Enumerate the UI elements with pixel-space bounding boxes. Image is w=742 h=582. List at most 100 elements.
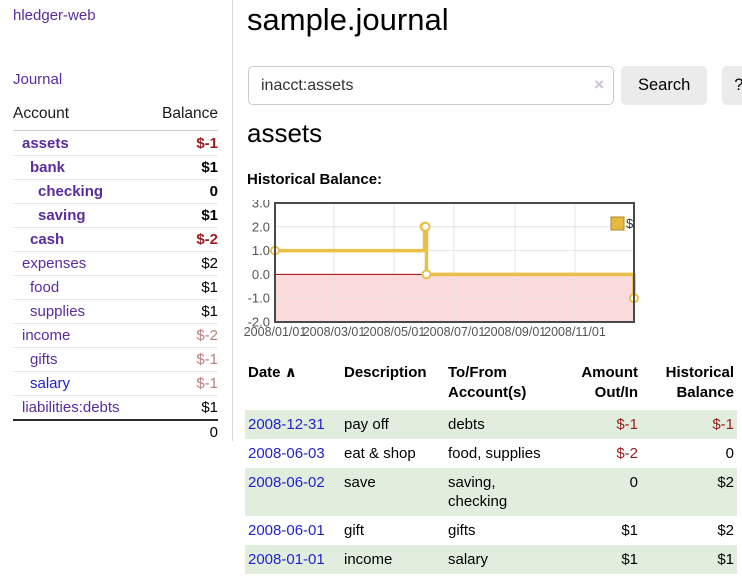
account-row: checking 0 (13, 179, 218, 203)
account-balance: $-2 (196, 327, 218, 344)
account-link[interactable]: checking (38, 183, 104, 200)
transaction-date-link[interactable]: 2008-06-03 (248, 445, 325, 462)
plot-border (274, 202, 635, 323)
account-row: expenses $2 (13, 251, 218, 275)
x-tick-label: 2008/01/01 (244, 325, 307, 339)
account-link[interactable]: supplies (30, 303, 86, 320)
account-row: salary $-1 (13, 371, 218, 395)
account-link[interactable]: salary (30, 375, 71, 392)
account-link[interactable]: food (30, 279, 60, 296)
legend-swatch (610, 216, 625, 231)
accounts-header-balance: Balance (161, 105, 218, 122)
transaction-description: eat & shop (344, 445, 416, 462)
register-header-description: Description (344, 364, 427, 381)
y-tick-label: 1.0 (252, 243, 270, 258)
chart-label: Historical Balance: (247, 171, 383, 188)
register-header-row: Date ∧ Description To/From Account(s) Am… (245, 360, 737, 410)
x-tick-label: 2008/11/01 (544, 325, 606, 339)
transaction-balance: 0 (725, 445, 734, 462)
account-link[interactable]: liabilities:debts (22, 399, 120, 416)
help-button[interactable]: ? (722, 66, 742, 105)
account-row: gifts $-1 (13, 347, 218, 371)
account-balance: $2 (201, 255, 218, 272)
accounts-table-header: Account Balance (13, 100, 218, 131)
y-tick-label: 0.0 (252, 267, 270, 282)
account-balance: $1 (201, 399, 218, 416)
account-link[interactable]: cash (30, 231, 65, 248)
account-link[interactable]: gifts (30, 351, 58, 368)
sort-ascending-icon: ∧ (284, 364, 297, 381)
account-balance: $-1 (196, 375, 218, 392)
date-column-label: Date (248, 364, 281, 381)
legend-label: $ (626, 216, 634, 231)
register-header-date[interactable]: Date ∧ (245, 360, 341, 410)
account-row: supplies $1 (13, 299, 218, 323)
account-row: saving $1 (13, 203, 218, 227)
register-header-accounts: To/From Account(s) (448, 364, 527, 401)
transaction-accounts: gifts (448, 522, 476, 539)
account-balance: $1 (201, 279, 218, 296)
transaction-date-link[interactable]: 2008-06-02 (248, 474, 325, 491)
transaction-balance: $1 (717, 551, 734, 568)
transaction-balance: $2 (717, 522, 734, 539)
transaction-date-link[interactable]: 2008-01-01 (248, 551, 325, 568)
transaction-amount: 0 (629, 474, 638, 491)
accounts-table-body: assets $-1 bank $1 checking 0 saving $1 cash $-2 e… (13, 131, 218, 419)
search-button[interactable]: Search (621, 66, 708, 105)
account-link[interactable]: saving (38, 207, 86, 224)
account-row: food $1 (13, 275, 218, 299)
register-header-balance: Historical Balance (665, 364, 734, 401)
y-tick-label: -2.0 (248, 315, 270, 330)
clear-search-icon[interactable]: × (594, 75, 604, 94)
register-row: 2008-01-01 income salary $1 $1 (245, 545, 737, 574)
account-balance: $1 (201, 207, 218, 224)
register-row: 2008-06-03 eat & shop food, supplies $-2 0 (245, 439, 737, 468)
transaction-accounts: debts (448, 416, 485, 433)
transaction-amount: $1 (621, 551, 638, 568)
x-tick-label: 2008/03/01 (303, 325, 366, 339)
data-point-marker (420, 221, 431, 232)
account-balance: $-1 (196, 351, 218, 368)
historical-balance-chart: 3.0 2.0 1.0 0.0 -1.0 -2.02008/01/012008/03/01… (244, 200, 639, 339)
account-link[interactable]: income (22, 327, 71, 344)
x-tick-label: 2008/05/01 (363, 325, 426, 339)
y-tick-label: 3.0 (252, 200, 270, 211)
account-link[interactable]: bank (30, 159, 66, 176)
register-row: 2008-12-31 pay off debts $-1 $-1 (245, 410, 737, 439)
accounts-header-account: Account (13, 105, 70, 122)
sidebar-item-journal[interactable]: Journal (13, 71, 63, 88)
register-header-amount: Amount Out/In (581, 364, 638, 401)
transaction-balance: $2 (717, 474, 734, 491)
accounts-total-row: 0 (13, 419, 218, 443)
search-row: × Search ? (248, 66, 742, 105)
register-row: 2008-06-01 gift gifts $1 $2 (245, 516, 737, 545)
transaction-amount: $-1 (616, 416, 638, 433)
sidebar: hledger-web Journal Account Balance asse… (0, 0, 233, 441)
transaction-description: pay off (344, 416, 389, 433)
x-tick-label: 2008/07/01 (423, 325, 486, 339)
transaction-date-link[interactable]: 2008-06-01 (248, 522, 325, 539)
account-link[interactable]: assets (22, 134, 69, 152)
transaction-accounts: saving, checking (448, 474, 508, 510)
account-page-title: assets (247, 118, 323, 148)
account-balance: $1 (201, 303, 218, 320)
app-title-link[interactable]: hledger-web (13, 7, 96, 24)
transaction-amount: $-2 (616, 445, 638, 462)
account-row: liabilities:debts $1 (13, 395, 218, 419)
page-title: sample.journal (247, 2, 449, 37)
account-balance: $-1 (196, 134, 218, 152)
y-tick-label: 2.0 (252, 219, 270, 234)
account-row: assets $-1 (13, 131, 218, 155)
account-row: income $-2 (13, 323, 218, 347)
account-link[interactable]: expenses (22, 255, 87, 272)
register-table: Date ∧ Description To/From Account(s) Am… (245, 360, 737, 574)
y-tick-label: -1.0 (248, 291, 270, 306)
transaction-amount: $1 (621, 522, 638, 539)
x-tick-label: 2008/09/01 (484, 325, 547, 339)
transaction-description: income (344, 551, 393, 568)
transaction-description: gift (344, 522, 365, 539)
search-input[interactable] (248, 66, 614, 105)
account-balance: $-2 (196, 231, 218, 248)
transaction-date-link[interactable]: 2008-12-31 (248, 416, 325, 433)
account-row: cash $-2 (13, 227, 218, 251)
